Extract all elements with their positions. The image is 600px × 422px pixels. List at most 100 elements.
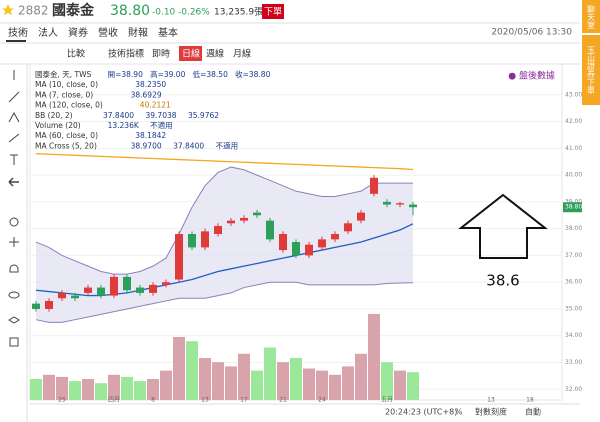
legend-name: MA (60, close, 0) xyxy=(35,131,98,140)
tool-icon[interactable] xyxy=(9,237,19,247)
annotation: 38.6 xyxy=(486,272,519,290)
side-label[interactable]: 聊天室 xyxy=(587,5,596,29)
tool-icon[interactable] xyxy=(8,291,20,299)
indicator-legend: 國泰金, 天, TWS 開=38.90 高=39.00 低=38.50 收=38.80 M… xyxy=(35,69,271,150)
candle-body xyxy=(162,282,170,285)
toolbar-item[interactable]: 比較 xyxy=(67,48,85,60)
volume-bar xyxy=(355,353,367,400)
toolbar-item[interactable]: 技術指標 xyxy=(108,48,144,60)
legend-value: 38.9700 xyxy=(131,141,162,150)
volume-bar xyxy=(264,347,276,400)
candle-body xyxy=(370,177,378,194)
stock-name: 國泰金 xyxy=(52,2,95,19)
volume-bar xyxy=(407,372,419,400)
tab[interactable]: 營收 xyxy=(98,26,118,39)
tool-icon[interactable] xyxy=(8,111,20,123)
volume-bar xyxy=(394,370,406,400)
order-button[interactable] xyxy=(262,4,284,19)
footer-item[interactable]: 自動 xyxy=(525,407,541,417)
y-tick-label: 38.00 xyxy=(565,225,582,232)
candle-body xyxy=(396,203,404,205)
volume-bar xyxy=(212,362,224,400)
volume-bar xyxy=(147,379,159,400)
volume-bar xyxy=(186,341,198,400)
footer-item[interactable]: 對數刻度 xyxy=(475,407,507,417)
volume-bar xyxy=(95,383,107,400)
legend-value: 35.9762 xyxy=(188,111,219,120)
legend-name: 國泰金, 天, TWS xyxy=(35,69,92,79)
footer-item[interactable]: % xyxy=(455,408,463,417)
bollinger-lower xyxy=(35,281,414,323)
y-tick-label: 42.00 xyxy=(565,118,582,125)
tool-icon[interactable] xyxy=(8,133,20,143)
candle-body xyxy=(266,220,274,240)
candle-body xyxy=(279,234,287,251)
legend-value: 38.1842 xyxy=(135,131,166,140)
x-tick-label: 21 xyxy=(279,397,287,404)
volume-bar xyxy=(108,374,120,400)
y-tick-label: 36.00 xyxy=(565,279,582,286)
candle-body xyxy=(136,287,144,293)
legend-value: 39.7038 xyxy=(146,111,177,120)
toolbar-item[interactable]: 月線 xyxy=(233,48,251,60)
side-label[interactable]: 玉山證券下單 xyxy=(587,46,596,94)
tab[interactable]: 財報 xyxy=(128,26,148,39)
volume: 13,235.9張 xyxy=(214,7,263,18)
tool-icon[interactable] xyxy=(9,264,19,273)
y-tick-label: 40.00 xyxy=(565,172,582,179)
tool-icon[interactable] xyxy=(8,91,20,103)
last-price-label: 38.80 xyxy=(565,204,582,211)
price: 38.80 xyxy=(110,3,150,19)
volume-bar xyxy=(316,370,328,400)
tab[interactable]: 法人 xyxy=(38,26,58,39)
side-tab[interactable] xyxy=(582,35,600,105)
legend-value: 37.8400 xyxy=(103,111,134,120)
order-label[interactable]: 下單 xyxy=(264,7,282,18)
tabs: 技術 法人 資券 營收 財報 基本 xyxy=(8,26,178,39)
toolbar-item[interactable]: 週線 xyxy=(206,48,224,60)
x-tick-label: 25 xyxy=(58,397,66,404)
bollinger-upper xyxy=(35,166,413,275)
tab[interactable]: 資券 xyxy=(68,26,88,39)
legend-value: 低=38.50 xyxy=(193,69,228,79)
volume-bar xyxy=(82,379,94,400)
legend-name: MA Cross (5, 20) xyxy=(35,141,97,150)
tool-icon[interactable] xyxy=(8,177,19,187)
tab[interactable]: 基本 xyxy=(158,26,178,39)
legend-value: 38.6929 xyxy=(131,90,162,99)
y-tick-label: 34.00 xyxy=(565,332,582,339)
volume-bar xyxy=(368,313,380,400)
favorite-star[interactable] xyxy=(2,4,14,16)
datetime: 2020/05/06 13:30 xyxy=(491,28,572,38)
volume-bar xyxy=(121,376,133,400)
legend-name: BB (20, 2) xyxy=(35,111,73,120)
toolbar-item[interactable]: 即時 xyxy=(152,49,170,60)
volume-bar xyxy=(381,362,393,400)
legend-name: MA (7, close, 0) xyxy=(35,90,93,99)
candle-body xyxy=(201,231,209,248)
legend-value: 不適用 xyxy=(150,120,173,130)
y-tick-label: 32.00 xyxy=(565,386,582,393)
toolbar-item[interactable]: 日線 xyxy=(182,48,200,60)
candle-body xyxy=(331,234,339,240)
active-interval[interactable] xyxy=(179,46,202,61)
tool-icon[interactable] xyxy=(8,316,20,324)
tool-icon[interactable] xyxy=(9,337,19,347)
volume-bar xyxy=(277,362,289,400)
legend-value: 開=38.90 xyxy=(108,70,143,79)
tab[interactable]: 技術 xyxy=(8,26,28,39)
y-tick-label: 35.00 xyxy=(565,305,582,312)
tool-icon[interactable] xyxy=(10,154,18,165)
tool-icon[interactable] xyxy=(9,217,19,227)
legend-value: 40.2121 xyxy=(140,101,171,110)
toolbar: 比較 技術指標 即時 日線 週線 月線 xyxy=(67,46,251,61)
volume-bar xyxy=(251,370,263,400)
x-tick-label: 17 xyxy=(240,397,248,404)
volume-bar xyxy=(199,358,211,400)
candle-body xyxy=(149,284,157,293)
legend-value: 不適用 xyxy=(216,140,239,150)
volume-bar xyxy=(290,358,302,400)
side-tab[interactable] xyxy=(582,0,600,33)
x-tick-label: 13 xyxy=(201,397,209,404)
